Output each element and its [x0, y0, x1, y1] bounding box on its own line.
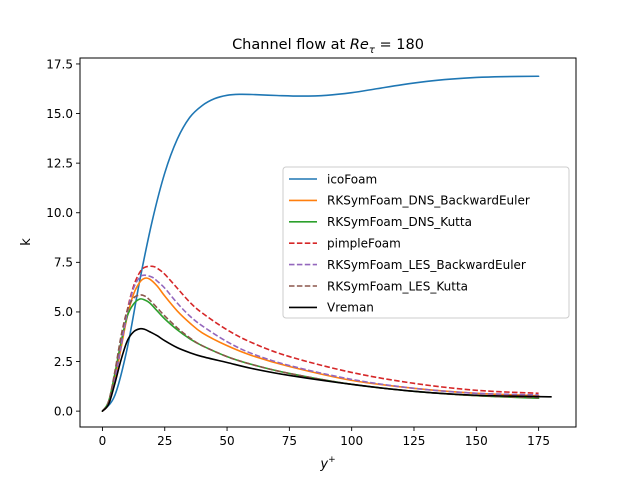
y-tick-label: 17.5	[46, 57, 73, 71]
x-tick-label: 150	[465, 434, 488, 448]
series-line-icofoam	[101, 75, 540, 412]
x-axis-label-symbol: y	[319, 457, 328, 472]
y-tick-label: 2.5	[54, 355, 73, 369]
legend-label-pimplefoam: pimpleFoam	[327, 237, 401, 251]
plot-series	[101, 75, 552, 412]
y-tick-label: 10.0	[46, 206, 73, 220]
title-prefix: Channel flow at	[232, 37, 350, 53]
x-tick-label: 75	[282, 434, 297, 448]
x-tick-label: 25	[157, 434, 172, 448]
title-subscript: τ	[369, 45, 376, 56]
title-symbol: Re	[350, 37, 369, 53]
legend-items: icoFoam RKSymFoam_DNS_BackwardEuler RKSymF…	[289, 172, 530, 315]
x-axis-ticks: 0 25 50 75 100 125 150 175	[99, 427, 550, 448]
plot-area-frame	[79, 57, 577, 428]
y-tick-label: 5.0	[54, 305, 73, 319]
series-line-vreman	[101, 327, 552, 412]
legend-label-rksymfoam-les-kutta: RKSymFoam_LES_Kutta	[327, 279, 468, 293]
y-tick-label: 0.0	[54, 404, 73, 418]
y-tick-label: 15.0	[46, 107, 73, 121]
x-tick-label: 175	[527, 434, 550, 448]
legend: icoFoam RKSymFoam_DNS_BackwardEuler RKSymF…	[282, 166, 570, 319]
y-tick-label: 12.5	[46, 156, 73, 170]
chart-title: Channel flow at Reτ = 180	[232, 37, 424, 56]
legend-label-icofoam: icoFoam	[327, 172, 377, 186]
legend-frame	[282, 166, 570, 319]
x-axis-label: y+	[319, 455, 335, 472]
legend-label-rksymfoam-dns-backwardeuler: RKSymFoam_DNS_BackwardEuler	[327, 194, 530, 208]
x-axis-label-superscript: +	[328, 455, 336, 465]
y-axis-ticks: 0.0 2.5 5.0 7.5 10.0 12.5 15.0 17.5	[46, 57, 80, 418]
legend-label-rksymfoam-les-backwardeuler: RKSymFoam_LES_BackwardEuler	[327, 258, 526, 272]
series-line-rksymfoam-dns-backwardeuler	[101, 277, 540, 412]
series-line-rksymfoam-les-backwardeuler	[101, 274, 539, 412]
title-suffix: = 180	[375, 37, 424, 53]
x-tick-label: 50	[219, 434, 234, 448]
x-tick-label: 125	[403, 434, 426, 448]
y-tick-label: 7.5	[54, 256, 73, 270]
y-axis-label: k	[19, 238, 34, 246]
x-tick-label: 0	[99, 434, 107, 448]
x-tick-label: 100	[340, 434, 363, 448]
legend-label-vreman: Vreman	[327, 301, 374, 315]
legend-label-rksymfoam-dns-kutta: RKSymFoam_DNS_Kutta	[327, 215, 472, 229]
